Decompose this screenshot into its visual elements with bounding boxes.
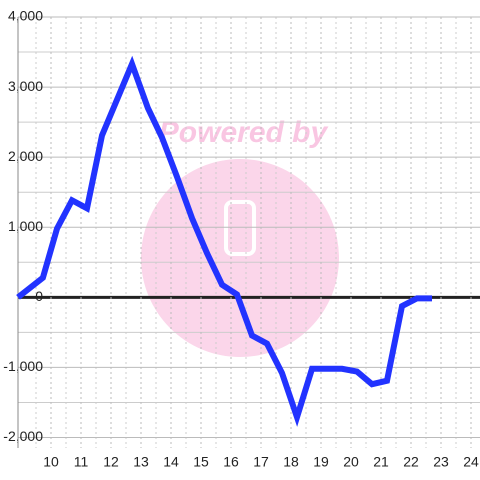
x-tick-label: 11 bbox=[74, 454, 89, 470]
watermark-text: Powered by bbox=[159, 116, 329, 149]
y-tick-label: 1,000 bbox=[8, 218, 43, 234]
x-tick-label: 15 bbox=[193, 454, 209, 470]
y-tick-label: 0 bbox=[35, 288, 43, 304]
x-tick-label: 14 bbox=[163, 454, 179, 470]
x-tick-label: 10 bbox=[43, 454, 59, 470]
line bbox=[16, 55, 432, 427]
x-tick-label: 21 bbox=[373, 454, 389, 470]
x-tick-label: 20 bbox=[343, 454, 359, 470]
x-tick-label: 19 bbox=[313, 454, 329, 470]
x-tick-label: 23 bbox=[433, 454, 449, 470]
x-tick-label: 17 bbox=[253, 454, 269, 470]
x-tick-label: 13 bbox=[133, 454, 149, 470]
y-tick-label: 3,000 bbox=[8, 78, 43, 94]
x-tick-label: 12 bbox=[103, 454, 119, 470]
y-tick-label: 2,000 bbox=[8, 148, 43, 164]
x-tick-label: 18 bbox=[283, 454, 299, 470]
x-tick-label: 24 bbox=[463, 454, 479, 470]
watermark-phone bbox=[224, 200, 256, 256]
y-tick-label: 4,000 bbox=[8, 8, 43, 24]
x-tick-label: 22 bbox=[403, 454, 419, 470]
y-tick-label: -2,000 bbox=[3, 428, 43, 444]
x-tick-label: 16 bbox=[223, 454, 239, 470]
y-tick-label: -1,000 bbox=[3, 358, 43, 374]
